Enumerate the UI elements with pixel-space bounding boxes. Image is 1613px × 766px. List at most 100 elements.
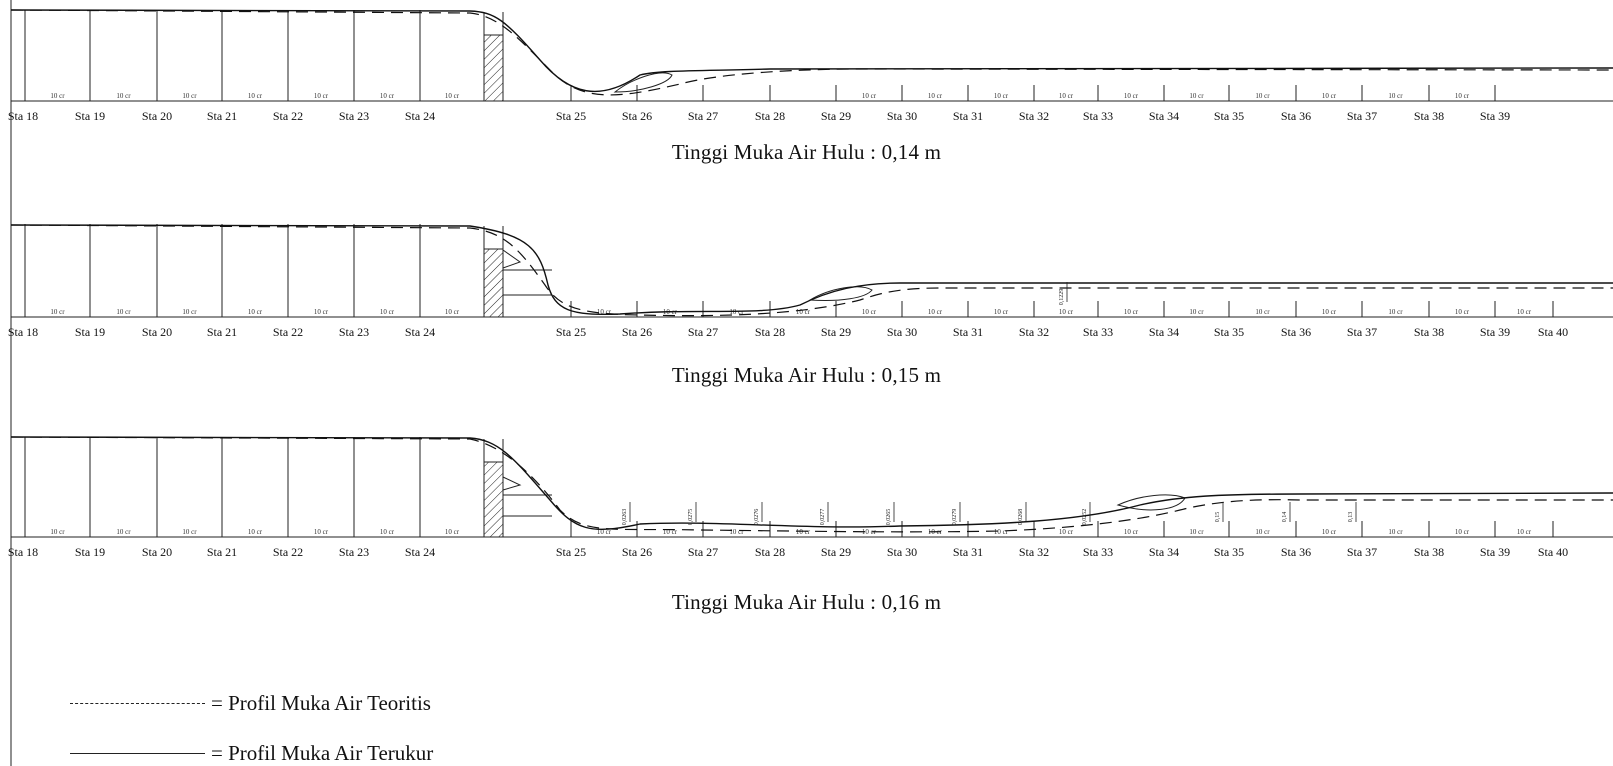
station-label: Sta 36: [1281, 325, 1311, 339]
spacing-label: 10 cr: [1189, 308, 1204, 316]
spacing-label: 10 cr: [1124, 308, 1139, 316]
station-label: Sta 34: [1149, 109, 1179, 123]
depth-label: 0,0277: [820, 509, 826, 526]
spacing-label: 10 cr: [1455, 92, 1470, 100]
station-label: Sta 32: [1019, 109, 1049, 123]
station-label: Sta 27: [688, 325, 718, 339]
spacing-label: 10 cr: [380, 92, 395, 100]
depth-label: 0,1229: [1059, 289, 1065, 306]
spacing-label: 10 cr: [729, 308, 744, 316]
depth-label: 0,0268: [1018, 509, 1024, 526]
spacing-label: 10 cr: [248, 92, 263, 100]
station-label: Sta 18: [8, 325, 38, 339]
station-label: Sta 22: [273, 545, 303, 559]
station-label: Sta 25: [556, 545, 586, 559]
spacing-label: 10 cr: [116, 92, 131, 100]
spacing-label: 10 cr: [380, 528, 395, 536]
station-label: Sta 26: [622, 325, 652, 339]
station-label: Sta 38: [1414, 545, 1444, 559]
spacing-label: 10 cr: [597, 308, 612, 316]
spacing-label: 10 cr: [597, 528, 612, 536]
station-label: Sta 39: [1480, 109, 1510, 123]
station-label: Sta 34: [1149, 325, 1179, 339]
spacing-label: 10 cr: [1455, 528, 1470, 536]
spacing-label: 10 cr: [1388, 528, 1403, 536]
station-label: Sta 29: [821, 109, 851, 123]
station-label: Sta 22: [273, 325, 303, 339]
depth-label: 0,0265: [886, 509, 892, 526]
weir-crest-detail: [502, 476, 522, 491]
legend-measured: = Profil Muka Air Terukur: [70, 741, 433, 765]
hydraulic-jump-roller: [808, 286, 873, 301]
station-label: Sta 19: [75, 325, 105, 339]
station-label: Sta 35: [1214, 325, 1244, 339]
station-label: Sta 36: [1281, 109, 1311, 123]
spacing-label: 10 cr: [862, 528, 877, 536]
station-label: Sta 33: [1083, 325, 1113, 339]
spacing-label: 10 cr: [182, 308, 197, 316]
station-label: Sta 30: [887, 109, 917, 123]
spacing-label: 10 cr: [380, 308, 395, 316]
legend-measured-label: = Profil Muka Air Terukur: [211, 740, 434, 765]
depth-label: 0,0275: [688, 509, 694, 526]
spacing-label: 10 cr: [862, 92, 877, 100]
spacing-label: 10 cr: [1059, 528, 1074, 536]
legend-theoretical-label: = Profil Muka Air Teoritis: [211, 690, 431, 715]
station-label: Sta 27: [688, 109, 718, 123]
station-label: Sta 32: [1019, 545, 1049, 559]
depth-label: 0,0279: [952, 509, 958, 526]
station-label: Sta 39: [1480, 545, 1510, 559]
station-label: Sta 28: [755, 545, 785, 559]
weir-crest-detail: [502, 249, 522, 269]
station-label: Sta 40: [1538, 325, 1568, 339]
spacing-label: 10 cr: [182, 92, 197, 100]
theoretical-water-profile: [10, 436, 1613, 533]
station-label: Sta 23: [339, 325, 369, 339]
station-label: Sta 18: [8, 109, 38, 123]
station-label: Sta 38: [1414, 109, 1444, 123]
station-label: Sta 20: [142, 109, 172, 123]
spacing-label: 10 cr: [1124, 528, 1139, 536]
station-label: Sta 25: [556, 325, 586, 339]
station-label: Sta 22: [273, 109, 303, 123]
station-label: Sta 21: [207, 545, 237, 559]
profile-panel-1: 10 cr 10 cr 10 cr 10 cr 10 cr 10 cr 10 cr 10 cr…: [8, 9, 1613, 123]
spacing-label: 10 cr: [1059, 92, 1074, 100]
station-label: Sta 18: [8, 545, 38, 559]
spacing-label: 10 cr: [1455, 308, 1470, 316]
depth-label: 0,13: [1348, 512, 1354, 523]
caption-hulu-016: Tinggi Muka Air Hulu : 0,16 m: [671, 590, 942, 614]
depth-label: 0,14: [1282, 512, 1288, 523]
station-label: Sta 29: [821, 545, 851, 559]
spacing-label: 10 cr: [796, 308, 811, 316]
weir-structure: [483, 34, 504, 102]
spacing-label: 10 cr: [994, 528, 1009, 536]
spacing-label: 10 cr: [1255, 528, 1270, 536]
station-label: Sta 29: [821, 325, 851, 339]
station-label: Sta 31: [953, 109, 983, 123]
spacing-label: 10 cr: [1189, 92, 1204, 100]
spacing-label: 10 cr: [1189, 528, 1204, 536]
station-label: Sta 24: [405, 545, 435, 559]
station-label: Sta 38: [1414, 325, 1444, 339]
spacing-label: 10 cr: [314, 308, 329, 316]
spacing-label: 10 cr: [862, 308, 877, 316]
spacing-label: 10 cr: [729, 528, 744, 536]
station-label: Sta 36: [1281, 545, 1311, 559]
station-label: Sta 25: [556, 109, 586, 123]
theoretical-water-profile: [10, 9, 1613, 96]
station-label: Sta 31: [953, 545, 983, 559]
station-label: Sta 24: [405, 109, 435, 123]
spacing-label: 10 cr: [928, 308, 943, 316]
spacing-label: 10 cr: [1124, 92, 1139, 100]
station-label: Sta 26: [622, 109, 652, 123]
station-label: Sta 19: [75, 545, 105, 559]
theoretical-water-profile: [10, 224, 1613, 317]
station-label: Sta 20: [142, 325, 172, 339]
spacing-label: 10 cr: [1322, 308, 1337, 316]
spacing-label: 10 cr: [50, 308, 65, 316]
spacing-label: 10 cr: [1517, 528, 1532, 536]
spacing-label: 10 cr: [1255, 92, 1270, 100]
spacing-label: 10 cr: [994, 308, 1009, 316]
spacing-label: 10 cr: [1255, 308, 1270, 316]
